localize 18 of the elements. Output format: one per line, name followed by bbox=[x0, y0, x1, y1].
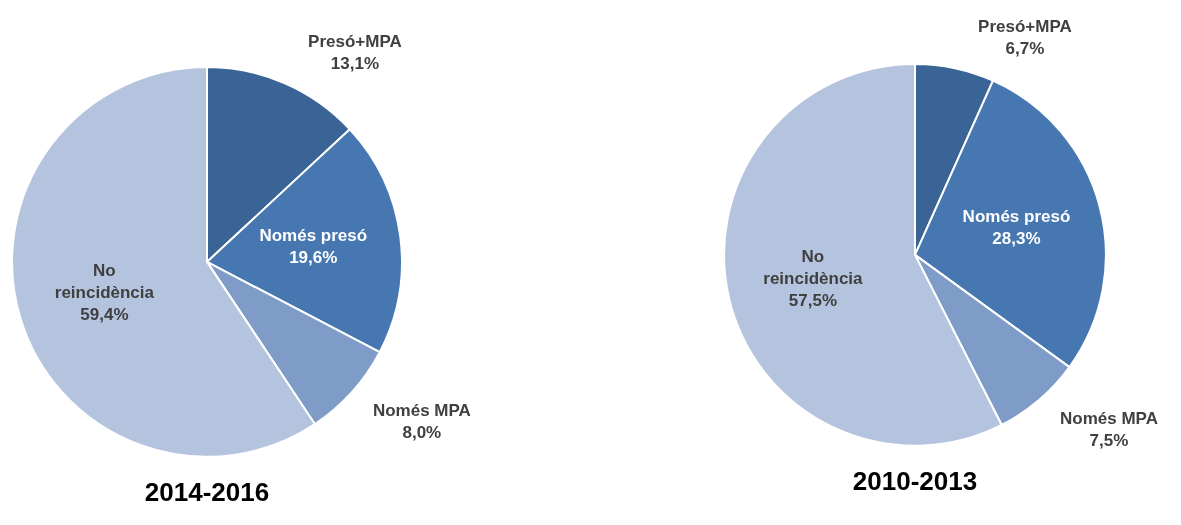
slice-label: Presó+MPA bbox=[978, 16, 1072, 36]
text: 2010-2013 bbox=[852, 465, 978, 496]
data-label: 57,5% bbox=[788, 291, 838, 311]
data-label: 59,4% bbox=[80, 304, 129, 324]
slice-label: No reincidència bbox=[763, 247, 864, 289]
data-label: 6,7% bbox=[1005, 38, 1045, 58]
slice-label: Només MPA bbox=[372, 400, 471, 420]
slice-label: No reincidència bbox=[54, 260, 155, 302]
data-label: 19,6% bbox=[289, 248, 338, 268]
slice-label: Només presó bbox=[962, 206, 1071, 226]
slice-label: Només presó bbox=[259, 226, 368, 246]
data-label: 28,3% bbox=[992, 228, 1041, 248]
text: 2014-2016 bbox=[144, 476, 270, 507]
slice-label: Presó+MPA bbox=[308, 31, 402, 51]
slice-label: Només MPA bbox=[1060, 408, 1158, 428]
data-label: 7,5% bbox=[1089, 430, 1129, 450]
data-label: 8,0% bbox=[402, 422, 442, 442]
data-label: 13,1% bbox=[330, 53, 379, 73]
